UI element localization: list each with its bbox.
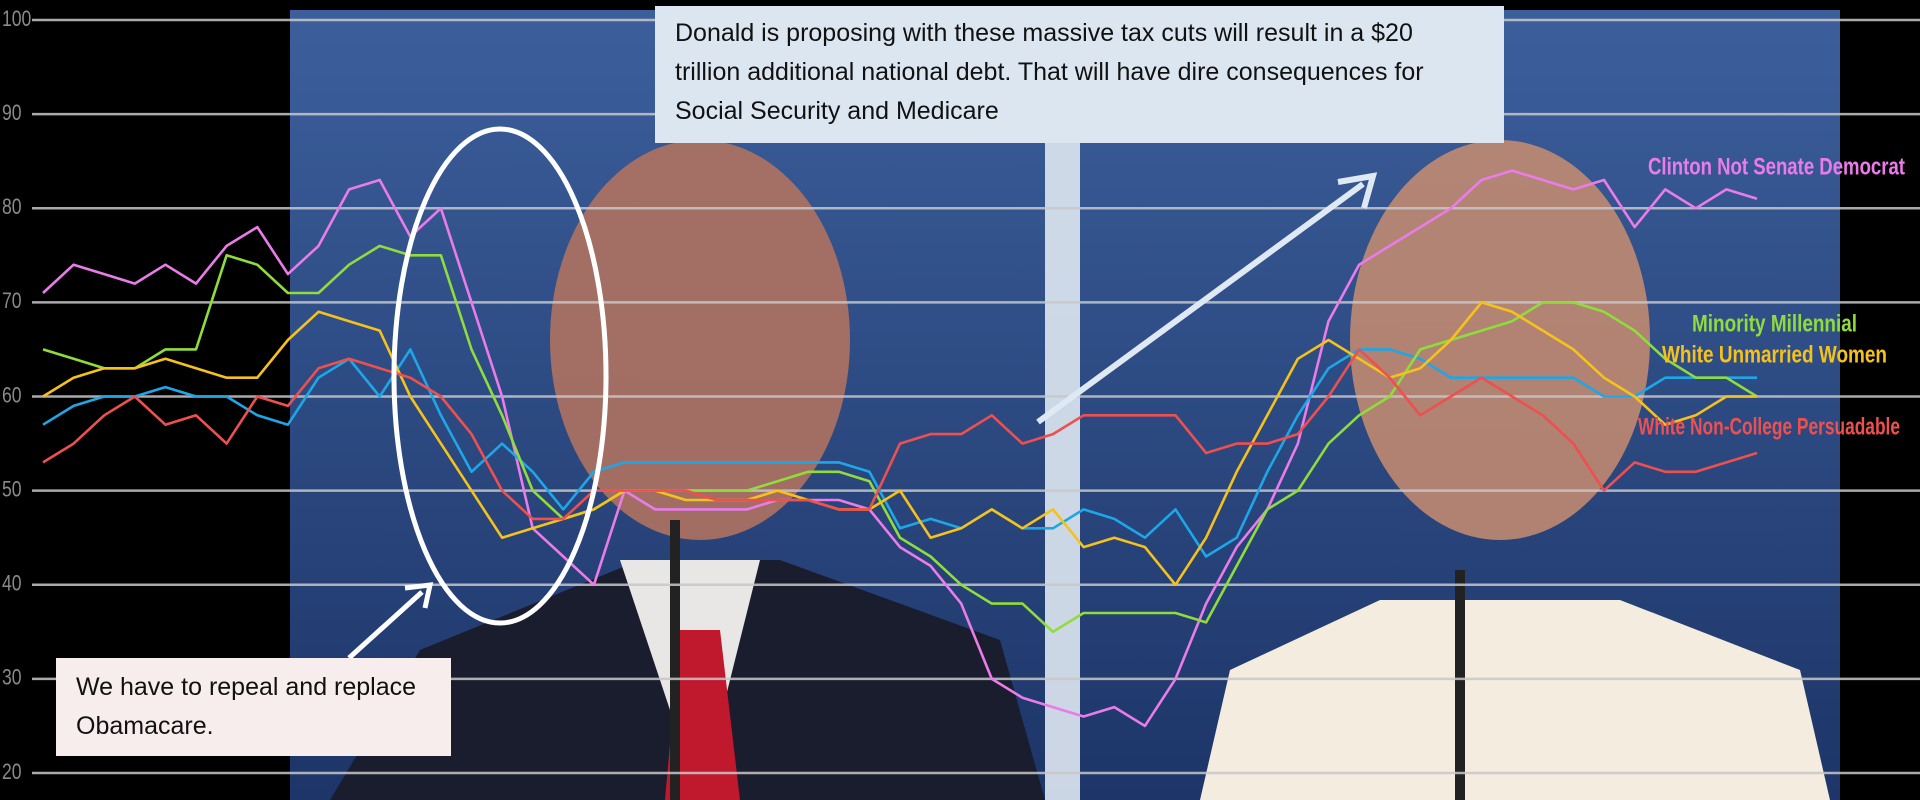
series-line (42, 169, 1758, 728)
y-tick-label: 40 (2, 572, 22, 596)
y-tick-label: 50 (2, 478, 22, 502)
y-tick-label: 70 (2, 289, 22, 313)
series-line (42, 348, 1758, 521)
y-tick-label: 30 (2, 666, 22, 690)
legend-label: White Unmarried Women (1662, 341, 1887, 368)
y-tick-label: 100 (2, 7, 31, 31)
legend-label: Clinton Not Senate Democrat (1648, 153, 1905, 180)
y-tick-label: 20 (2, 760, 22, 784)
y-tick-label: 60 (2, 384, 22, 408)
y-tick-label: 80 (2, 195, 22, 219)
legend-label: Minority Millennial (1692, 310, 1857, 337)
annotation-box: We have to repeal and replace Obamacare. (56, 658, 451, 756)
series-line (42, 301, 1757, 587)
annotation-box: Donald is proposing with these massive t… (655, 6, 1504, 143)
series-line (42, 244, 1758, 634)
annotation-shapes (347, 126, 1378, 660)
y-tick-label: 90 (2, 101, 22, 125)
legend-label: White Non-College Persuadable (1638, 413, 1900, 440)
series-line (42, 348, 1757, 558)
